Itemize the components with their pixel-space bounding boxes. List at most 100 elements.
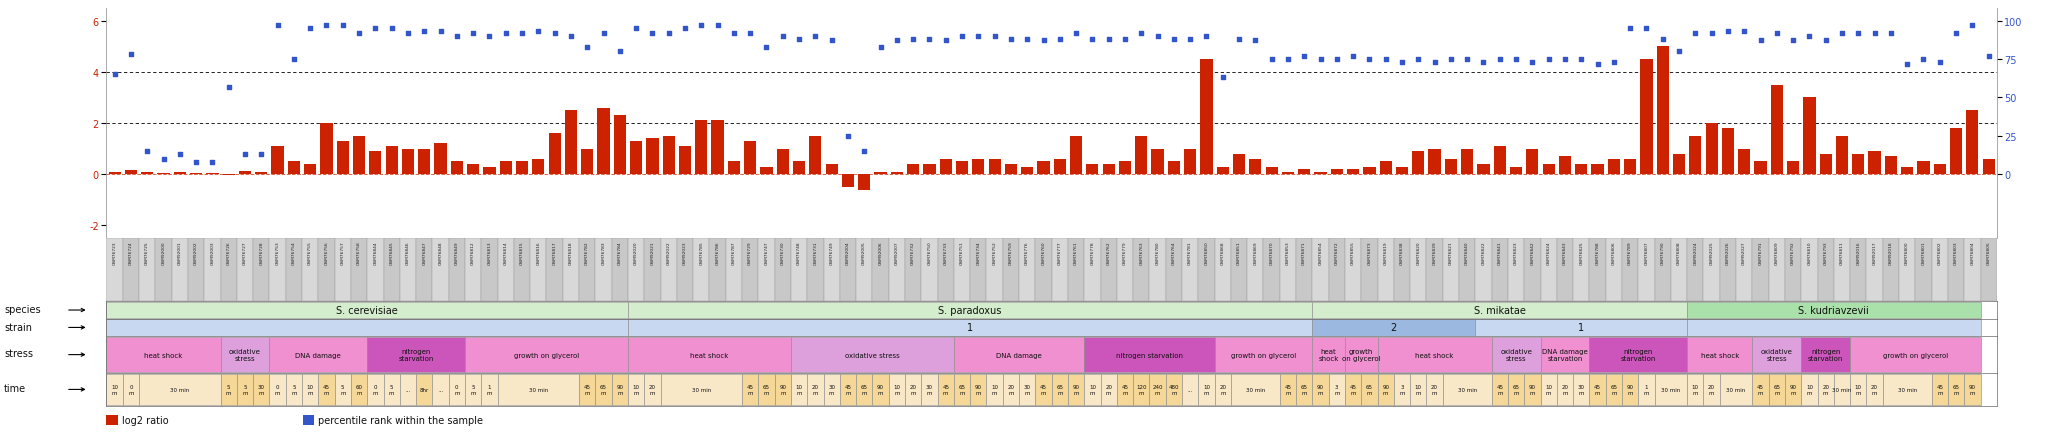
Text: GSM76763: GSM76763: [1139, 240, 1143, 264]
Bar: [514, 239, 530, 302]
Point: [1223, 36, 1255, 43]
Point: [213, 84, 246, 91]
Point: [1174, 36, 1206, 43]
Bar: [1556, 239, 1573, 302]
Point: [995, 36, 1028, 43]
Text: GSM76802: GSM76802: [1937, 240, 1942, 264]
Bar: [303, 164, 315, 175]
Bar: [598, 108, 610, 175]
Text: 20
m: 20 m: [1432, 384, 1438, 395]
Text: GSM76727: GSM76727: [244, 240, 248, 264]
Bar: [350, 374, 367, 405]
Bar: [1948, 239, 1964, 302]
Bar: [1067, 374, 1083, 405]
Bar: [1491, 239, 1507, 302]
Bar: [1688, 337, 1753, 372]
Bar: [141, 173, 154, 175]
Bar: [807, 374, 823, 405]
Text: 65
m: 65 m: [1513, 384, 1520, 395]
Bar: [449, 374, 465, 405]
Text: GSM76792: GSM76792: [1792, 240, 1796, 264]
Bar: [1819, 155, 1831, 175]
Point: [668, 26, 700, 33]
Bar: [1233, 155, 1245, 175]
Text: 90
m: 90 m: [1790, 384, 1796, 395]
Point: [457, 30, 489, 37]
Text: GSM76760: GSM76760: [1042, 240, 1044, 264]
Point: [684, 23, 717, 30]
Bar: [1313, 302, 1688, 319]
Text: 90
m: 90 m: [975, 384, 981, 395]
Point: [440, 33, 473, 40]
Bar: [1135, 136, 1147, 175]
Text: 65
m: 65 m: [1366, 384, 1372, 395]
Bar: [922, 239, 938, 302]
Bar: [1737, 239, 1753, 302]
Text: growth on glycerol: growth on glycerol: [514, 352, 580, 358]
Bar: [565, 111, 578, 175]
Bar: [416, 239, 432, 302]
Text: GSM76726: GSM76726: [227, 240, 231, 264]
Point: [1647, 36, 1679, 43]
Bar: [1266, 167, 1278, 175]
Text: GSM76782: GSM76782: [586, 240, 590, 264]
Text: 90
m: 90 m: [1626, 384, 1634, 395]
Bar: [1442, 239, 1458, 302]
Text: GSM76872: GSM76872: [1335, 240, 1339, 264]
Point: [1403, 56, 1436, 63]
Text: GSM76724: GSM76724: [129, 240, 133, 264]
Bar: [612, 239, 629, 302]
Bar: [449, 239, 465, 302]
Text: strain: strain: [4, 322, 33, 332]
Bar: [743, 141, 756, 175]
Point: [1288, 53, 1321, 60]
Point: [293, 26, 326, 33]
Text: GSM76764: GSM76764: [1171, 240, 1176, 264]
Bar: [1475, 239, 1491, 302]
Point: [799, 33, 831, 40]
Point: [1548, 56, 1581, 63]
Point: [1972, 53, 2005, 60]
Bar: [549, 134, 561, 175]
Bar: [240, 172, 252, 175]
Bar: [874, 172, 887, 175]
Bar: [938, 374, 954, 405]
Bar: [971, 239, 987, 302]
Text: 30
m: 30 m: [827, 384, 836, 395]
Point: [897, 36, 930, 43]
Bar: [1688, 319, 1980, 336]
Point: [1729, 29, 1761, 36]
Text: 65
m: 65 m: [1774, 384, 1780, 395]
Bar: [1491, 374, 1507, 405]
Bar: [825, 164, 838, 175]
Bar: [367, 374, 383, 405]
Point: [881, 38, 913, 45]
Point: [1108, 36, 1141, 43]
Bar: [1915, 239, 1931, 302]
Text: GSM76870: GSM76870: [1270, 240, 1274, 264]
Bar: [793, 162, 805, 175]
Text: GSM76790: GSM76790: [1661, 240, 1665, 264]
Bar: [807, 239, 823, 302]
Point: [1808, 38, 1841, 45]
Bar: [858, 175, 870, 190]
Text: time: time: [4, 383, 27, 393]
Point: [571, 44, 604, 51]
Text: 5
m: 5 m: [471, 384, 475, 395]
Point: [733, 30, 766, 37]
Bar: [1411, 374, 1427, 405]
Text: 65
m: 65 m: [1057, 384, 1063, 395]
Bar: [647, 139, 659, 175]
Bar: [1395, 239, 1411, 302]
Text: ...: ...: [438, 387, 442, 392]
Bar: [1931, 374, 1948, 405]
Bar: [465, 239, 481, 302]
Point: [342, 30, 375, 37]
Bar: [889, 374, 905, 405]
Text: GSM76755: GSM76755: [307, 240, 311, 264]
Bar: [676, 239, 692, 302]
Text: GSM76811: GSM76811: [1839, 240, 1843, 264]
Bar: [694, 121, 707, 175]
Text: 5
m: 5 m: [389, 384, 395, 395]
Bar: [711, 121, 723, 175]
